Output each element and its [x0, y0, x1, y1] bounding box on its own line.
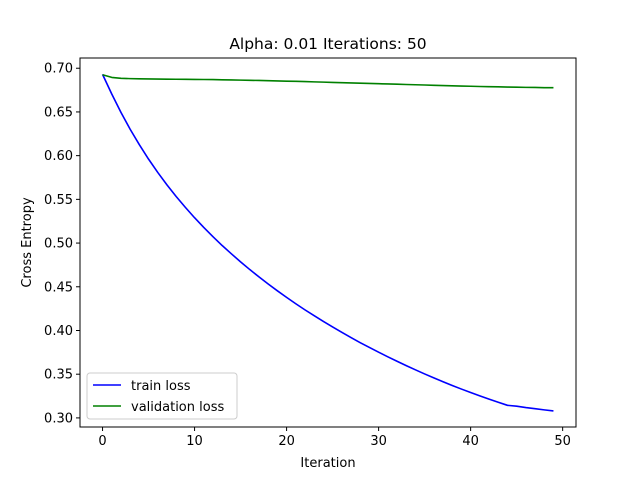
chart-title: Alpha: 0.01 Iterations: 50	[229, 35, 426, 53]
y-tick-label: 0.45	[44, 280, 73, 295]
x-tick-label: 10	[186, 434, 203, 449]
y-tick-label: 0.40	[44, 324, 73, 339]
legend-box	[86, 372, 238, 420]
plot-frame	[79, 57, 577, 428]
y-tick-label: 0.60	[44, 149, 73, 164]
y-axis-label: Cross Entropy	[20, 197, 35, 288]
x-tick-label: 50	[554, 434, 571, 449]
x-tick-label: 20	[278, 434, 295, 449]
series-line-validation-loss	[102, 74, 554, 89]
series-layer	[101, 74, 554, 412]
x-tick-label: 0	[98, 434, 106, 449]
y-tick-label: 0.50	[44, 237, 73, 252]
y-tick-label: 0.70	[44, 62, 73, 77]
legend-label-train-loss: train loss	[131, 379, 191, 394]
legend-label-validation-loss: validation loss	[131, 400, 224, 415]
x-tick-label: 30	[370, 434, 387, 449]
legend: train loss validation loss	[86, 372, 238, 420]
y-tick-label: 0.30	[44, 411, 73, 426]
axes-layer: 0 10 20 30 40 50 0.30 0.35 0.40 0.45 0.50 0.55 0.60 0…	[44, 62, 571, 449]
y-tick-label: 0.35	[44, 368, 73, 383]
x-axis-label: Iteration	[300, 456, 355, 471]
y-tick-label: 0.55	[44, 193, 73, 208]
x-tick-label: 40	[462, 434, 479, 449]
y-tick-label: 0.65	[44, 105, 73, 120]
series-line-train-loss	[101, 74, 554, 412]
